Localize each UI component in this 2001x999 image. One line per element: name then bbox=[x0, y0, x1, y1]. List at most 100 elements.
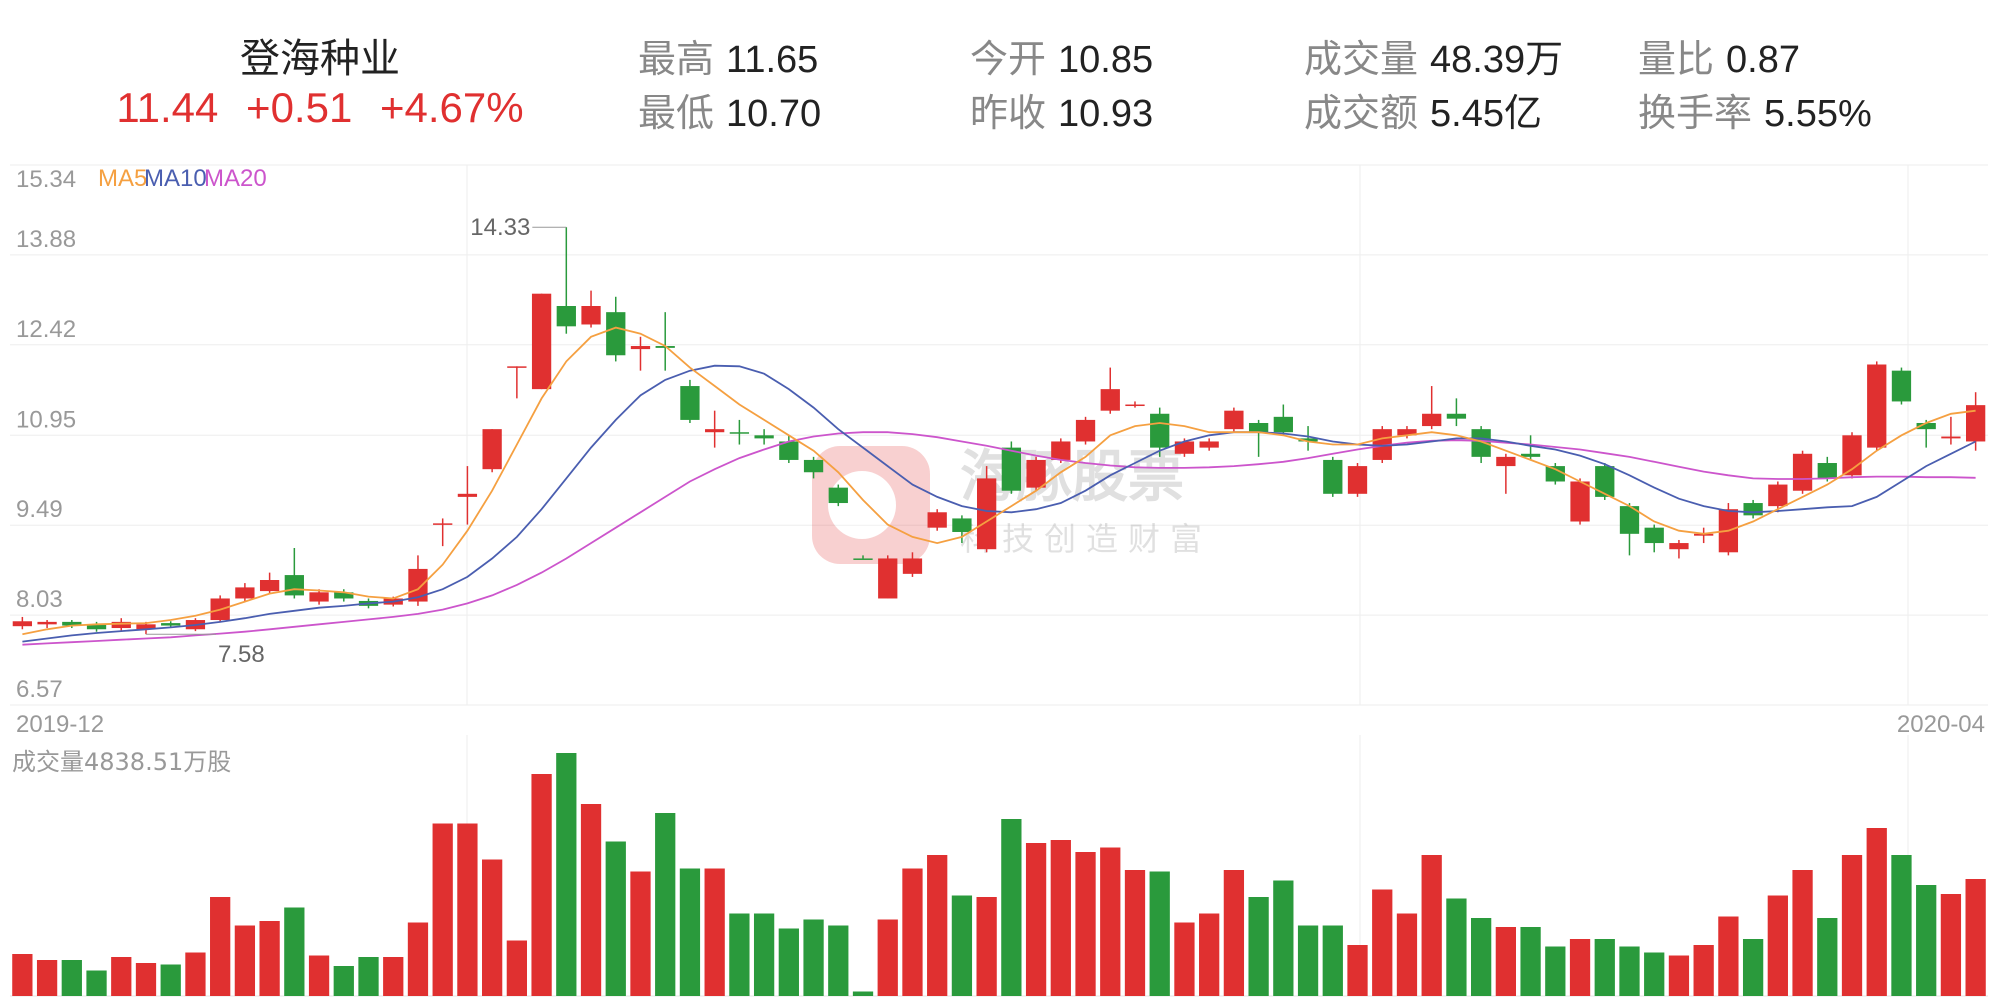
volume-bar bbox=[951, 895, 973, 996]
candle-body bbox=[1496, 456, 1516, 467]
volume-bar bbox=[1199, 913, 1220, 996]
candle-body bbox=[878, 558, 898, 599]
stat-label: 成交量 bbox=[1304, 37, 1419, 81]
candle-body bbox=[259, 580, 280, 592]
candle-body bbox=[779, 441, 799, 460]
watermark-title: 海豚股票 bbox=[960, 445, 1184, 510]
candle-body bbox=[235, 587, 255, 599]
candle-body bbox=[1125, 404, 1145, 407]
candle-body bbox=[1347, 466, 1368, 494]
volume-bar bbox=[1718, 916, 1739, 996]
y-tick-label: 10.95 bbox=[16, 406, 76, 433]
candle-body bbox=[1669, 543, 1689, 550]
candle-body bbox=[705, 429, 725, 433]
candle-body bbox=[1570, 481, 1590, 522]
candle-body bbox=[1891, 370, 1912, 402]
candle-body bbox=[1001, 447, 1022, 491]
candle-body bbox=[1397, 429, 1417, 436]
volume-bar bbox=[1347, 945, 1368, 996]
volume-bar bbox=[506, 940, 527, 996]
legend-ma5: MA5 bbox=[98, 165, 147, 192]
candle-body bbox=[729, 432, 750, 434]
stat-value: 48.39万 bbox=[1430, 39, 1564, 81]
candle-body bbox=[754, 435, 774, 439]
volume-bar bbox=[630, 871, 651, 996]
candle-body bbox=[284, 575, 304, 596]
watermark-subtitle: 科技创造财富 bbox=[960, 520, 1212, 558]
ma-lines bbox=[22, 326, 1977, 646]
volume-bar bbox=[1817, 918, 1838, 996]
candle-body bbox=[507, 366, 527, 368]
candle-body bbox=[1100, 389, 1120, 411]
candle-body bbox=[1941, 436, 1961, 439]
volume-bar bbox=[210, 897, 231, 996]
volume-bar bbox=[1866, 828, 1887, 996]
y-tick-label: 8.03 bbox=[16, 586, 63, 613]
volume-bar bbox=[1742, 939, 1764, 996]
candle-body bbox=[1174, 441, 1195, 454]
stat-high: 最高 11.65 bbox=[638, 28, 818, 83]
ma20-line bbox=[22, 431, 1976, 646]
volume-bar bbox=[36, 960, 58, 996]
candle-body bbox=[1545, 466, 1565, 482]
volume-bars bbox=[12, 753, 1986, 996]
volume-bar bbox=[679, 868, 701, 996]
volume-bar bbox=[12, 954, 33, 996]
candle-body bbox=[976, 478, 997, 550]
volume-bar bbox=[284, 907, 305, 996]
volume-bar bbox=[1001, 819, 1022, 996]
y-tick-label: 13.88 bbox=[16, 226, 76, 253]
volume-bar bbox=[1372, 889, 1393, 996]
volume-bar bbox=[1693, 945, 1714, 996]
volume-bar bbox=[1891, 855, 1912, 996]
volume-bar bbox=[778, 928, 799, 996]
candle-body bbox=[433, 523, 453, 525]
volume-bar bbox=[531, 774, 552, 996]
volume-bar bbox=[1322, 925, 1343, 996]
legend-ma20: MA20 bbox=[204, 165, 267, 192]
volume-bar bbox=[1594, 939, 1615, 996]
candle-body bbox=[1199, 441, 1219, 448]
candle-body bbox=[161, 623, 181, 626]
y-tick-label: 15.34 bbox=[16, 166, 76, 193]
volume-bar bbox=[1471, 918, 1492, 996]
volume-bar bbox=[457, 823, 478, 996]
volume-bar bbox=[1446, 898, 1467, 996]
volume-bar bbox=[927, 855, 948, 996]
stat-low: 最低 10.70 bbox=[638, 82, 821, 137]
candle-body bbox=[853, 558, 873, 560]
candle-body bbox=[86, 624, 107, 630]
stock-name: 登海种业 bbox=[240, 36, 400, 82]
candle-body bbox=[1768, 484, 1788, 507]
candle-body bbox=[1372, 429, 1392, 460]
candle-body bbox=[803, 459, 824, 473]
stat-label: 换手率 bbox=[1638, 91, 1753, 135]
candle-body bbox=[952, 518, 972, 532]
y-tick-label: 12.42 bbox=[16, 316, 76, 343]
candle-body bbox=[1867, 364, 1887, 448]
price-change-pct: +4.67% bbox=[380, 84, 524, 131]
candle-body bbox=[1075, 419, 1096, 442]
candle-body bbox=[1446, 413, 1467, 419]
candle-body bbox=[136, 624, 156, 630]
volume-bar bbox=[580, 804, 602, 996]
volume-bar bbox=[1569, 939, 1591, 996]
ma5-line bbox=[22, 326, 1976, 636]
volume-bar bbox=[1965, 879, 1986, 996]
stat-value: 10.93 bbox=[1058, 93, 1154, 135]
y-tick-label: 9.49 bbox=[16, 496, 63, 523]
volume-bar bbox=[1940, 894, 1962, 996]
stat-label: 最低 bbox=[638, 91, 715, 135]
stat-label: 今开 bbox=[970, 37, 1047, 81]
current-price: 11.44 bbox=[116, 84, 219, 131]
candle-body bbox=[1743, 503, 1763, 516]
stat-label: 成交额 bbox=[1304, 91, 1419, 135]
candle-body bbox=[1224, 410, 1244, 430]
volume-bar bbox=[383, 957, 404, 996]
chart-grid bbox=[10, 164, 1988, 997]
stat-value: 11.65 bbox=[726, 39, 819, 81]
candle-body bbox=[62, 621, 82, 626]
stat-turnover-rate: 换手率 5.55% bbox=[1638, 82, 1872, 137]
volume-bar bbox=[1520, 927, 1541, 996]
volume-bar bbox=[877, 919, 898, 996]
